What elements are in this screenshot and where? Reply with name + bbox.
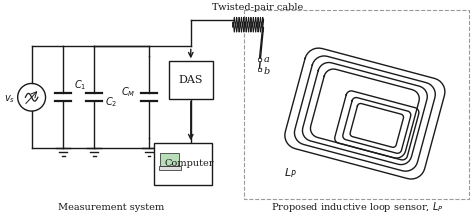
Text: Measurement system: Measurement system: [58, 203, 164, 212]
Bar: [169, 61, 213, 99]
Text: Computer: Computer: [165, 159, 215, 168]
Text: $C_M$: $C_M$: [120, 85, 135, 99]
Text: DAS: DAS: [179, 75, 203, 85]
Bar: [159, 166, 181, 170]
Text: $C_1$: $C_1$: [74, 79, 87, 92]
Bar: [258, 68, 261, 71]
Text: b: b: [264, 67, 270, 76]
Bar: [154, 143, 212, 185]
Bar: [160, 153, 179, 166]
Text: $C_2$: $C_2$: [105, 95, 118, 109]
Text: $L_P$: $L_P$: [284, 166, 297, 180]
Text: a: a: [264, 55, 269, 64]
Text: Proposed inductive loop sensor, $L_P$: Proposed inductive loop sensor, $L_P$: [271, 200, 443, 214]
Text: Twisted-pair cable: Twisted-pair cable: [212, 3, 303, 12]
Bar: [258, 58, 261, 61]
Text: $v_s$: $v_s$: [3, 93, 15, 105]
Bar: [245, 10, 469, 199]
